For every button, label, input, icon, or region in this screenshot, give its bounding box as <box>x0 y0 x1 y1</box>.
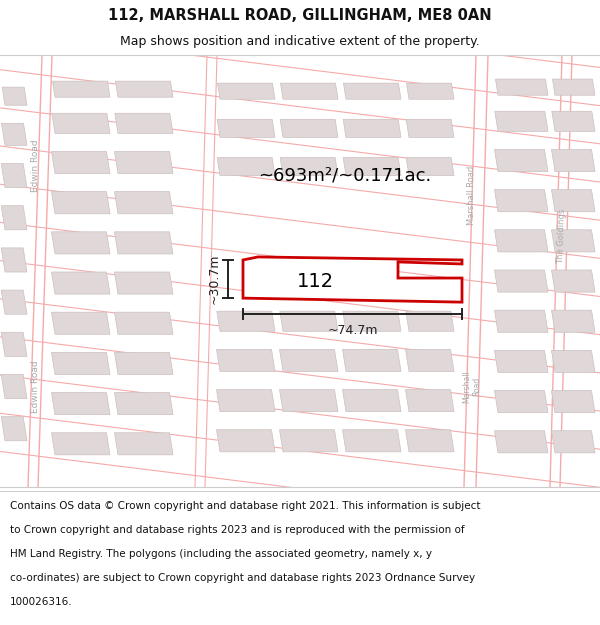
Polygon shape <box>115 312 173 334</box>
Polygon shape <box>217 158 275 176</box>
Polygon shape <box>406 389 454 412</box>
Polygon shape <box>343 119 401 138</box>
Polygon shape <box>52 272 110 294</box>
Polygon shape <box>494 351 548 372</box>
Polygon shape <box>1 206 27 230</box>
Polygon shape <box>494 310 548 332</box>
Polygon shape <box>52 232 110 254</box>
Polygon shape <box>217 311 275 331</box>
Polygon shape <box>494 189 548 212</box>
Polygon shape <box>343 83 401 99</box>
Polygon shape <box>406 311 454 331</box>
Polygon shape <box>280 83 338 99</box>
Polygon shape <box>115 151 173 174</box>
Polygon shape <box>494 270 548 292</box>
Polygon shape <box>115 352 173 374</box>
Polygon shape <box>406 430 454 452</box>
Polygon shape <box>343 349 401 371</box>
Polygon shape <box>551 149 595 171</box>
Text: ~30.7m: ~30.7m <box>208 254 221 304</box>
Polygon shape <box>551 189 595 212</box>
Text: Edwin Road: Edwin Road <box>31 360 40 413</box>
Polygon shape <box>494 149 548 171</box>
Polygon shape <box>406 158 454 176</box>
Text: Marshall
Road: Marshall Road <box>463 370 482 403</box>
Polygon shape <box>280 119 338 138</box>
Polygon shape <box>280 349 338 371</box>
Polygon shape <box>115 192 173 214</box>
Polygon shape <box>217 349 275 371</box>
Polygon shape <box>343 389 401 412</box>
Polygon shape <box>52 192 110 214</box>
Text: to Crown copyright and database rights 2023 and is reproduced with the permissio: to Crown copyright and database rights 2… <box>10 525 464 535</box>
Polygon shape <box>494 431 548 453</box>
Polygon shape <box>1 123 27 146</box>
Polygon shape <box>2 87 27 105</box>
Polygon shape <box>217 119 275 138</box>
Text: co-ordinates) are subject to Crown copyright and database rights 2023 Ordnance S: co-ordinates) are subject to Crown copyr… <box>10 573 475 583</box>
Polygon shape <box>115 113 173 133</box>
Polygon shape <box>52 432 110 455</box>
Polygon shape <box>551 310 595 332</box>
Text: The Goldings: The Goldings <box>557 208 568 264</box>
Text: HM Land Registry. The polygons (including the associated geometry, namely x, y: HM Land Registry. The polygons (includin… <box>10 549 431 559</box>
Polygon shape <box>1 374 27 399</box>
Polygon shape <box>494 391 548 412</box>
Polygon shape <box>496 79 548 95</box>
Polygon shape <box>1 290 27 314</box>
Polygon shape <box>52 81 110 98</box>
Polygon shape <box>115 232 173 254</box>
Polygon shape <box>1 332 27 356</box>
Polygon shape <box>551 391 595 412</box>
Polygon shape <box>115 392 173 414</box>
Polygon shape <box>343 158 401 176</box>
Polygon shape <box>552 111 595 131</box>
Polygon shape <box>495 111 548 131</box>
Text: Marshall Road: Marshall Road <box>467 166 476 225</box>
Polygon shape <box>217 83 275 99</box>
Polygon shape <box>280 389 338 412</box>
Polygon shape <box>551 230 595 252</box>
Polygon shape <box>115 272 173 294</box>
Polygon shape <box>52 392 110 414</box>
Polygon shape <box>494 230 548 252</box>
Polygon shape <box>551 431 595 453</box>
Polygon shape <box>52 352 110 374</box>
Text: ~693m²/~0.171ac.: ~693m²/~0.171ac. <box>259 166 431 184</box>
Text: Edwin Road: Edwin Road <box>31 139 40 192</box>
Polygon shape <box>243 257 462 302</box>
Polygon shape <box>406 349 454 371</box>
Text: 100026316.: 100026316. <box>10 598 72 608</box>
Polygon shape <box>343 311 401 331</box>
Polygon shape <box>115 81 173 98</box>
Polygon shape <box>52 312 110 334</box>
Polygon shape <box>280 158 338 176</box>
Text: Contains OS data © Crown copyright and database right 2021. This information is : Contains OS data © Crown copyright and d… <box>10 501 480 511</box>
Polygon shape <box>343 430 401 452</box>
Polygon shape <box>217 389 275 412</box>
Polygon shape <box>406 119 454 138</box>
Polygon shape <box>1 417 27 441</box>
Polygon shape <box>1 248 27 272</box>
Polygon shape <box>280 430 338 452</box>
Polygon shape <box>406 83 454 99</box>
Polygon shape <box>115 432 173 455</box>
Text: ~74.7m: ~74.7m <box>327 324 378 337</box>
Polygon shape <box>52 113 110 133</box>
Polygon shape <box>551 351 595 372</box>
Polygon shape <box>217 430 275 452</box>
Text: 112: 112 <box>296 271 334 291</box>
Polygon shape <box>1 164 27 188</box>
Text: 112, MARSHALL ROAD, GILLINGHAM, ME8 0AN: 112, MARSHALL ROAD, GILLINGHAM, ME8 0AN <box>108 8 492 23</box>
Text: Map shows position and indicative extent of the property.: Map shows position and indicative extent… <box>120 35 480 48</box>
Polygon shape <box>52 151 110 174</box>
Polygon shape <box>280 311 338 331</box>
Polygon shape <box>551 270 595 292</box>
Polygon shape <box>553 79 595 95</box>
